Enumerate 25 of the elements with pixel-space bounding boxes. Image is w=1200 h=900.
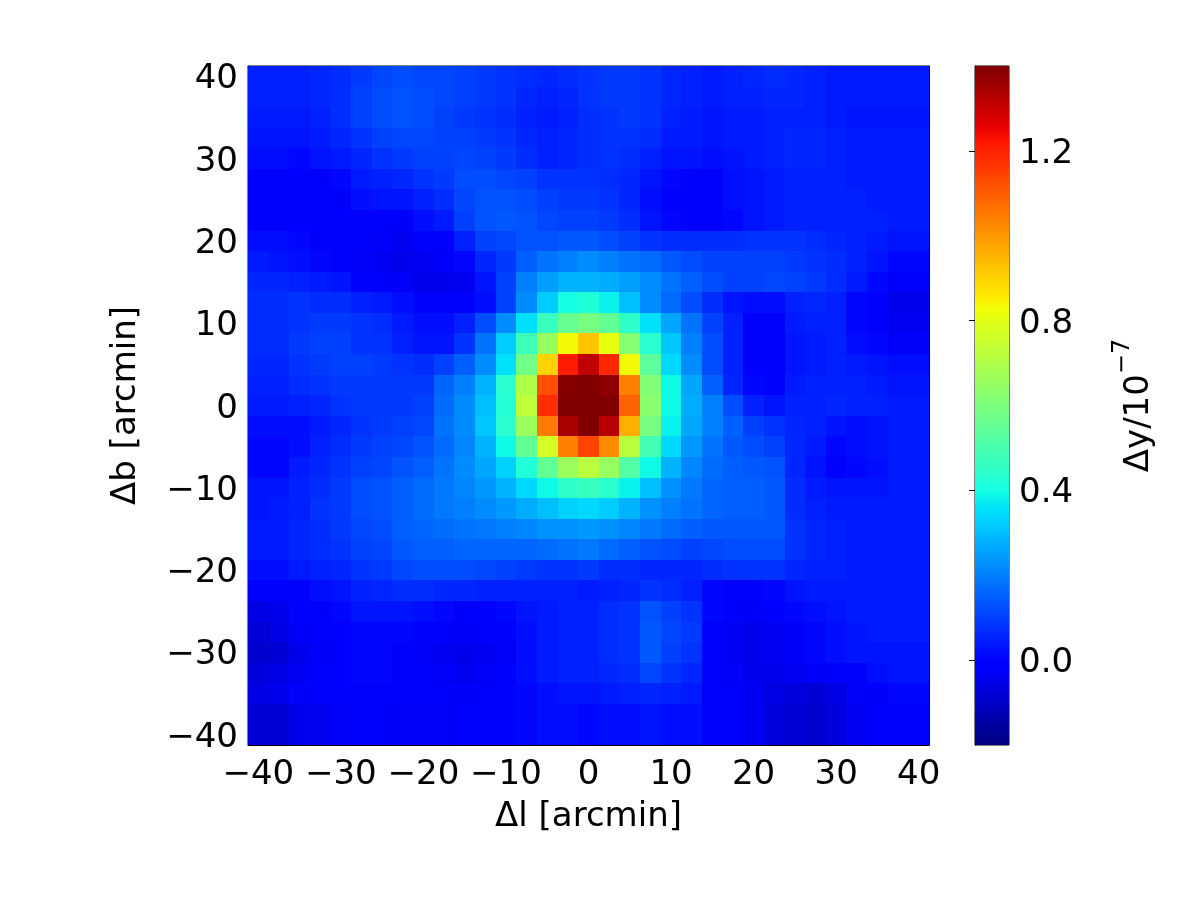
y-tick-label: 10 [194,303,238,344]
x-axis-title: Δl [arcmin] [495,794,682,834]
y-tick-label: −20 [166,550,238,591]
y-tick-label: 0 [216,385,238,426]
color-bar-label: 0.0 [1019,640,1074,681]
x-tick-label: −30 [304,752,377,792]
y-tick-label: 20 [194,220,238,261]
x-tick-label: 20 [731,752,776,792]
x-tick-label: −40 [222,752,295,792]
color-bar-label: 0.8 [1019,300,1074,341]
x-tick-label: −20 [387,752,460,792]
color-bar-label: 0.4 [1019,470,1074,511]
y-tick-label: 40 [194,56,238,97]
color-bar-label: 1.2 [1019,130,1074,171]
y-axis-title: Δb [arcmin] [103,305,143,506]
x-tick-label: 30 [814,752,858,792]
x-tick-label: 10 [649,752,693,792]
color-bar-title: Δy/10−7 [1107,338,1156,473]
x-tick-label: 40 [897,752,941,792]
y-tick-label: −10 [166,467,238,508]
y-tick-label: −30 [166,632,238,673]
x-tick-label: 0 [577,752,600,792]
y-tick-label: 30 [194,138,238,179]
y-tick-label: −40 [166,714,238,755]
x-tick-label: −10 [470,752,542,792]
